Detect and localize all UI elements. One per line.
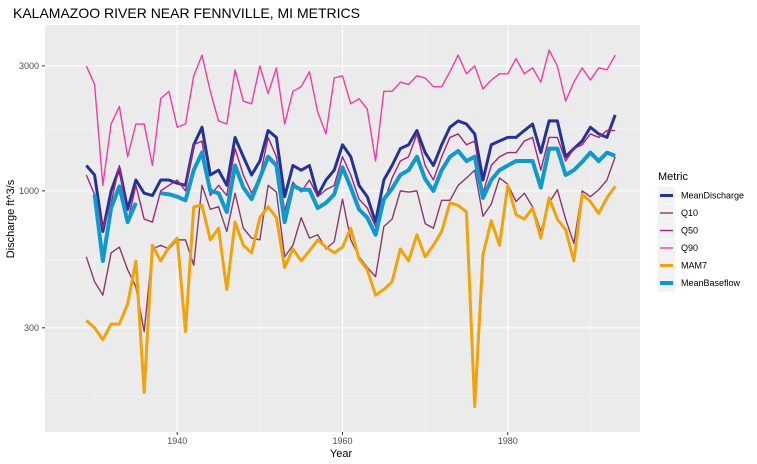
y-tick-label: 3000 — [19, 61, 39, 71]
x-tick-label: 1960 — [332, 436, 352, 446]
x-axis-title: Year — [330, 448, 353, 460]
chart-title: KALAMAZOO RIVER NEAR FENNVILLE, MI METRI… — [13, 5, 360, 21]
x-axis: 1940 1960 1980 — [167, 432, 518, 446]
legend-label: MeanDischarge — [681, 191, 744, 201]
legend-label: MeanBaseflow — [681, 278, 741, 288]
y-axis-title: Discharge ft^3/s — [5, 179, 17, 258]
series-line-q90 — [85, 49, 616, 187]
y-axis: 300 1000 3000 — [19, 61, 45, 333]
legend: Metric MeanDischarge Q10 Q50 Q90 MAM7 MeanBas… — [658, 171, 744, 292]
series-line-mam7 — [85, 183, 617, 409]
legend-label: Q10 — [681, 208, 698, 218]
x-tick-label: 1940 — [167, 436, 187, 446]
series-line-q50 — [85, 129, 616, 229]
series-lines — [85, 49, 617, 409]
y-tick-label: 1000 — [19, 186, 39, 196]
x-tick-label: 1980 — [498, 436, 518, 446]
legend-label: MAM7 — [681, 261, 707, 271]
y-tick-label: 300 — [24, 323, 39, 333]
legend-label: Q90 — [681, 243, 698, 253]
series-line-meanbaseflow — [92, 146, 616, 263]
legend-label: Q50 — [681, 226, 698, 236]
legend-title: Metric — [658, 171, 688, 183]
